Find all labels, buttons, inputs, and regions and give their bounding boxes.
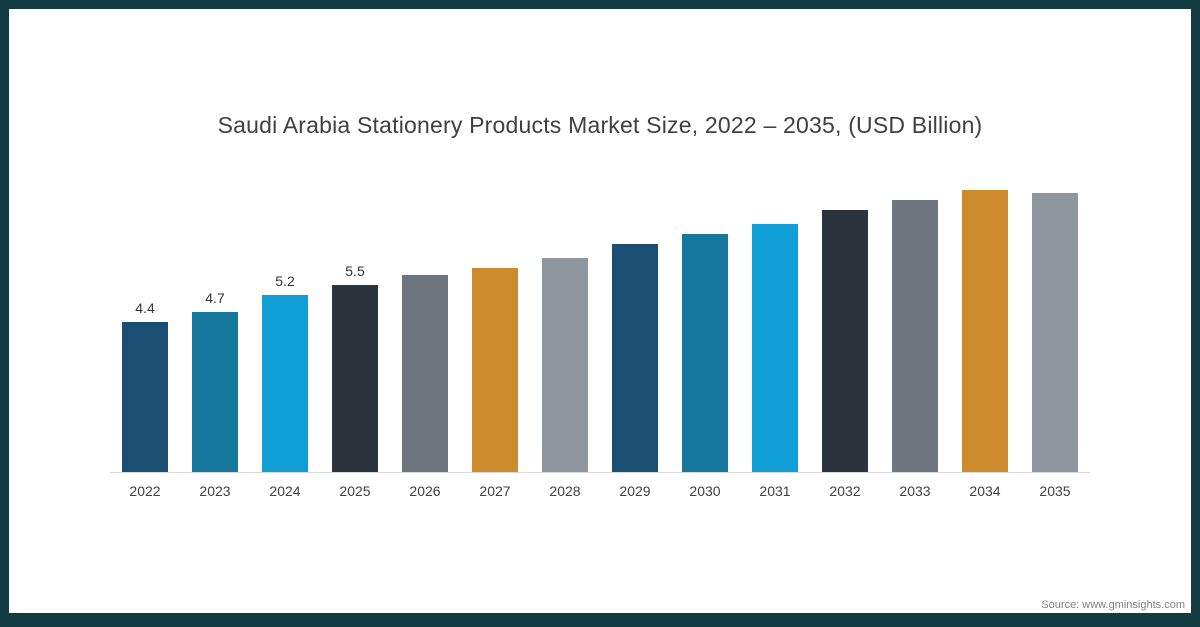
bar bbox=[752, 224, 798, 472]
bar-column bbox=[390, 253, 460, 472]
bar-column bbox=[810, 188, 880, 472]
source-attribution: Source: www.gminsights.com bbox=[1041, 599, 1185, 611]
bar-column bbox=[880, 178, 950, 472]
x-axis-tick-label: 2032 bbox=[829, 483, 861, 499]
bar-value-label: 5.2 bbox=[275, 273, 295, 289]
bar-column: 5.5 bbox=[320, 263, 390, 472]
bar bbox=[682, 234, 728, 472]
bar-column bbox=[670, 212, 740, 472]
x-axis-tick-label: 2031 bbox=[759, 483, 791, 499]
bar-column: 4.4 bbox=[110, 300, 180, 472]
bar bbox=[472, 268, 518, 472]
x-axis-tick-label: 2025 bbox=[339, 483, 371, 499]
bar bbox=[612, 244, 658, 472]
bar bbox=[262, 295, 308, 472]
bar bbox=[542, 258, 588, 472]
x-axis-tick-label: 2023 bbox=[199, 483, 231, 499]
x-axis-tick-label: 2027 bbox=[479, 483, 511, 499]
x-axis-labels: 2022 2023 2024 2025 2026 2027 2028 2029 2030 2031… bbox=[110, 473, 1090, 499]
bar-chart: 4.4 4.7 5.2 5.5 2022 2023 2024 2025 2026 2027 202… bbox=[110, 161, 1090, 499]
x-axis-tick-label: 2022 bbox=[129, 483, 161, 499]
bar bbox=[192, 312, 238, 472]
x-axis-tick-label: 2033 bbox=[899, 483, 931, 499]
bar-column bbox=[740, 202, 810, 472]
chart-title: Saudi Arabia Stationery Products Market … bbox=[217, 112, 983, 138]
bar bbox=[1032, 193, 1078, 472]
bar-value-label: 4.4 bbox=[135, 300, 155, 316]
bar bbox=[892, 200, 938, 472]
x-axis-tick-label: 2026 bbox=[409, 483, 441, 499]
plot-area: 4.4 4.7 5.2 5.5 bbox=[110, 161, 1090, 473]
x-axis-tick-label: 2028 bbox=[549, 483, 581, 499]
x-axis-tick-label: 2034 bbox=[969, 483, 1001, 499]
bar-column bbox=[950, 168, 1020, 472]
bar bbox=[332, 285, 378, 472]
bar-column bbox=[460, 246, 530, 472]
x-axis-tick-label: 2029 bbox=[619, 483, 651, 499]
bar-value-label: 5.5 bbox=[345, 263, 365, 279]
x-axis-tick-label: 2030 bbox=[689, 483, 721, 499]
bar-column bbox=[530, 236, 600, 472]
x-axis-tick-label: 2035 bbox=[1039, 483, 1071, 499]
bar-column: 4.7 bbox=[180, 290, 250, 472]
bar bbox=[402, 275, 448, 472]
bar bbox=[822, 210, 868, 472]
bar-value-label: 4.7 bbox=[205, 290, 225, 306]
x-axis-tick-label: 2024 bbox=[269, 483, 301, 499]
bar-column bbox=[1020, 171, 1090, 472]
bar bbox=[122, 322, 168, 472]
bar-column: 5.2 bbox=[250, 273, 320, 472]
bar-column bbox=[600, 222, 670, 472]
bar bbox=[962, 190, 1008, 472]
